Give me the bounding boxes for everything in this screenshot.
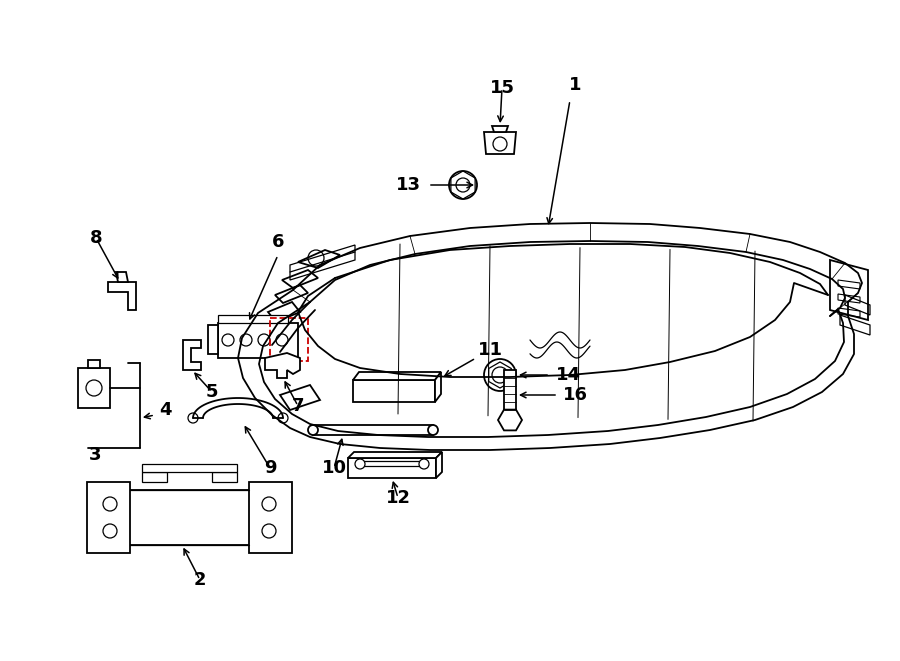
Circle shape	[278, 413, 288, 423]
Polygon shape	[87, 482, 130, 553]
Text: 4: 4	[158, 401, 171, 419]
Polygon shape	[353, 380, 435, 402]
Circle shape	[484, 359, 516, 391]
Text: 7: 7	[292, 397, 304, 415]
Polygon shape	[142, 464, 237, 472]
Bar	[270, 318, 308, 361]
Polygon shape	[183, 340, 201, 370]
Polygon shape	[436, 452, 442, 478]
Polygon shape	[435, 372, 441, 402]
Text: 1: 1	[569, 76, 581, 94]
Polygon shape	[484, 132, 516, 154]
Polygon shape	[108, 282, 136, 310]
Text: 13: 13	[395, 176, 420, 194]
Polygon shape	[313, 425, 433, 435]
Polygon shape	[265, 353, 300, 378]
Polygon shape	[92, 490, 287, 545]
Circle shape	[493, 137, 507, 151]
Circle shape	[419, 459, 429, 469]
Text: 5: 5	[206, 383, 218, 401]
Circle shape	[449, 171, 477, 199]
Polygon shape	[208, 325, 218, 354]
Polygon shape	[88, 360, 100, 368]
Text: 9: 9	[264, 459, 276, 477]
Polygon shape	[218, 315, 288, 323]
Circle shape	[188, 413, 198, 423]
Polygon shape	[504, 370, 516, 420]
Text: 14: 14	[555, 366, 580, 384]
Text: 16: 16	[562, 386, 588, 404]
Circle shape	[492, 367, 508, 383]
Polygon shape	[249, 482, 292, 553]
Text: 8: 8	[90, 229, 103, 247]
Polygon shape	[492, 126, 508, 132]
Text: 12: 12	[385, 489, 410, 507]
Polygon shape	[353, 372, 441, 380]
Polygon shape	[218, 323, 298, 358]
Polygon shape	[498, 410, 522, 430]
Circle shape	[355, 459, 365, 469]
Polygon shape	[212, 472, 237, 482]
Circle shape	[308, 425, 318, 435]
Polygon shape	[348, 458, 436, 478]
Circle shape	[456, 178, 470, 192]
Polygon shape	[142, 472, 167, 482]
Polygon shape	[116, 272, 128, 282]
Polygon shape	[348, 452, 442, 458]
Text: 10: 10	[321, 459, 347, 477]
Text: 6: 6	[272, 233, 284, 251]
Text: 3: 3	[89, 446, 101, 464]
Text: 2: 2	[194, 571, 206, 589]
Polygon shape	[78, 368, 110, 408]
Text: 11: 11	[478, 341, 502, 359]
Text: 15: 15	[490, 79, 515, 97]
Circle shape	[428, 425, 438, 435]
